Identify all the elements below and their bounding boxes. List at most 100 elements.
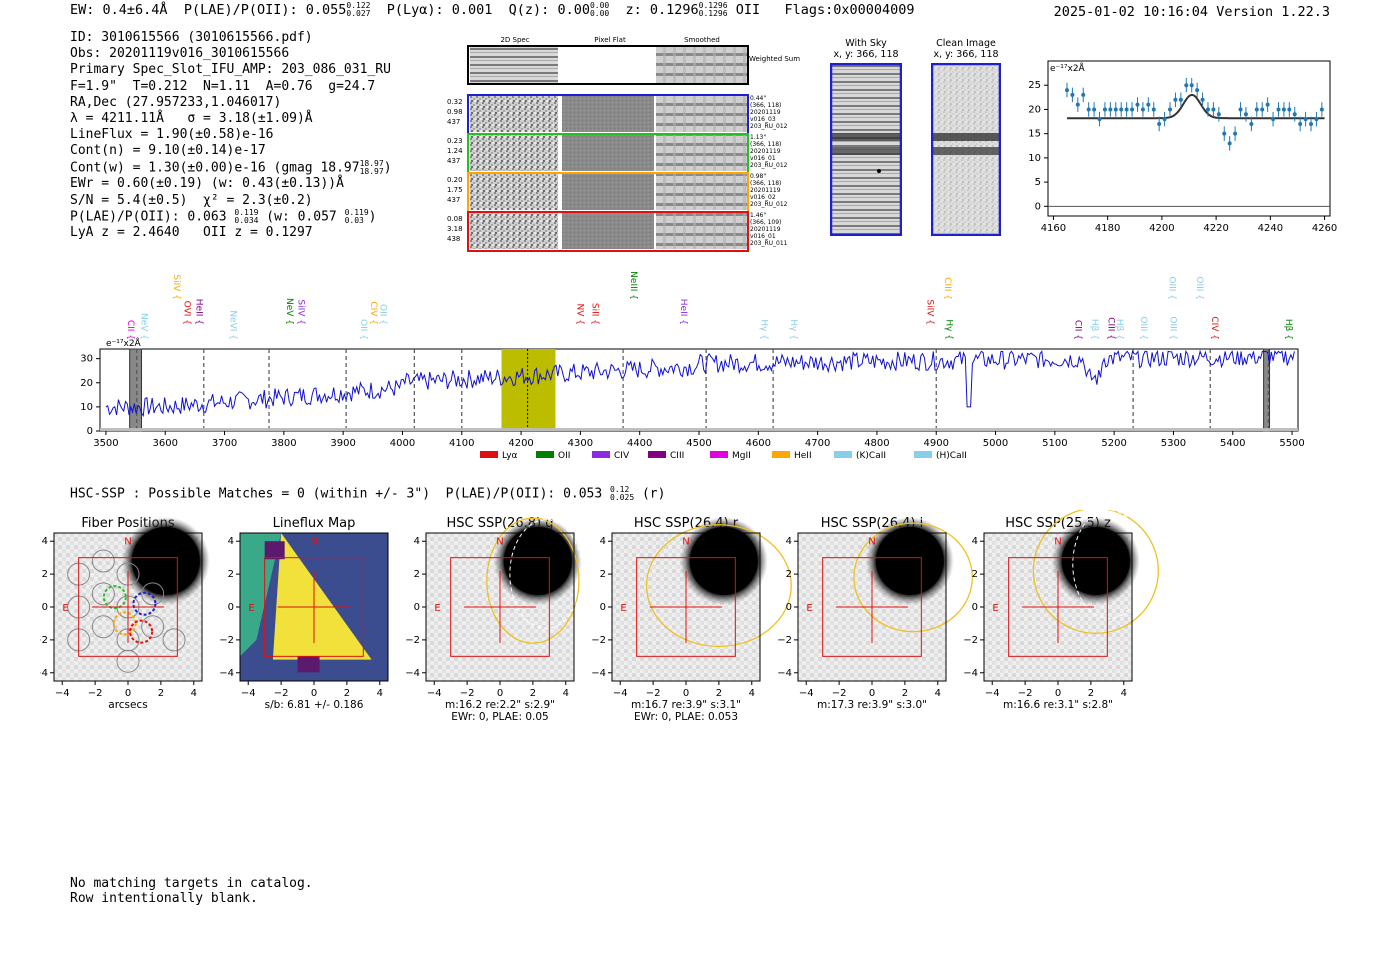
row-meta: 203_RU_011 <box>750 240 788 247</box>
spec-xtick-label: 4000 <box>390 438 415 449</box>
spec-line-label: CII { <box>125 320 135 340</box>
ssp-sub: 0.025 <box>610 493 635 502</box>
panel-ytick-label: 2 <box>972 569 978 580</box>
panel-xtick-label: −2 <box>274 688 289 699</box>
panel-ytick-label: −4 <box>963 668 978 679</box>
plae2-text: P(LAE)/P(OII): 0.063 <box>70 209 227 225</box>
z-sub: 0.1296 <box>698 9 728 18</box>
plae-sup: 0.122 <box>346 1 371 10</box>
spec-line-label: Hγ { <box>758 319 768 340</box>
footer-line1: No matching targets in catalog. <box>70 876 313 891</box>
row-meta: v016_03 <box>750 116 776 123</box>
zoom-ylabel: e⁻¹⁷x2Å <box>1050 62 1086 74</box>
row-meta: 0.98" <box>750 173 766 180</box>
panel-ytick-label: 4 <box>228 536 234 547</box>
zoom-point <box>1081 92 1086 97</box>
spec-line-label: NeV { <box>139 313 149 340</box>
panel-xtick-label: 2 <box>902 688 908 699</box>
info-primary: Primary Spec_Slot_IFU_AMP: 203_086_031_R… <box>70 62 391 78</box>
panel-xtick-label: −2 <box>832 688 847 699</box>
panel-ytick-label: 4 <box>972 536 978 547</box>
qz-text: Q(z): 0.00 <box>508 2 590 18</box>
weighted-2dspec <box>470 46 558 84</box>
spec-line-label: SiII { <box>589 303 599 325</box>
ssp-summary: HSC-SSP : Possible Matches = 0 (within +… <box>70 486 665 502</box>
zoom-point <box>1319 107 1324 112</box>
contw-sub: 18.97 <box>359 166 384 176</box>
fiber-circle <box>141 615 165 639</box>
spec-line-label: NeVI { <box>228 310 238 340</box>
panel-xtick-label: 2 <box>530 688 536 699</box>
zoom-point <box>1298 121 1303 126</box>
zoom-point <box>1281 107 1286 112</box>
zoom-point <box>1173 97 1178 102</box>
zoom-xtick-label: 4180 <box>1095 223 1120 234</box>
panel-xtick-label: 4 <box>563 688 569 699</box>
legend-label: (H)CaII <box>936 451 967 461</box>
compass-e: E <box>248 603 254 614</box>
ssp-text: HSC-SSP : Possible Matches = 0 (within +… <box>70 486 603 502</box>
row-stat: 437 <box>447 118 460 126</box>
fiber-highlight <box>112 611 137 636</box>
row-flat <box>562 174 654 210</box>
spec-line-label: Hγ { <box>943 319 953 340</box>
plae2-sup: 0.119 <box>234 207 259 217</box>
row-meta: 20201119 <box>750 109 781 116</box>
plae2-w-sup: 0.119 <box>344 207 369 217</box>
target-box <box>1008 557 1108 657</box>
panel-xlabel: m:17.3 re:3.9" s:3.0" <box>817 699 927 711</box>
spec-xtick-label: 4200 <box>508 438 533 449</box>
spec-ytick-label: 0 <box>87 426 93 437</box>
date-text: 2025-01-02 10:16:04 <box>1053 4 1209 20</box>
zoom-point <box>1292 112 1297 117</box>
spec-line-label: OIII { <box>1194 276 1204 300</box>
info-lineflux: LineFlux = 1.90(±0.58)e-16 <box>70 127 274 143</box>
panel-xtick-label: −2 <box>1018 688 1033 699</box>
row-stat: 437 <box>447 196 460 204</box>
z-sup: 0.1296 <box>698 1 728 10</box>
plya-text: P(Lyα): 0.001 <box>386 2 493 18</box>
spec-xtick-label: 4700 <box>805 438 830 449</box>
spec-highlight <box>501 349 556 431</box>
spec-ytick-label: 30 <box>80 354 93 365</box>
spec-line-label: SiIV { <box>171 274 181 300</box>
panel-xtick-label: −4 <box>985 688 1000 699</box>
fiber-circle <box>116 649 140 673</box>
zoom-xtick-label: 4260 <box>1312 223 1337 234</box>
legend-label: (K)CaII <box>856 451 886 461</box>
spec-xtick-label: 4400 <box>627 438 652 449</box>
spec-line-label: CIV { <box>1209 316 1219 340</box>
compass-e: E <box>62 603 68 614</box>
row-meta: 1.46" <box>750 212 766 219</box>
info-contn: Cont(n) = 9.10(±0.14)e-17 <box>70 143 266 159</box>
target-box <box>636 557 736 657</box>
spec-xtick-label: 3900 <box>330 438 355 449</box>
z-text: z: 0.1296 <box>625 2 699 18</box>
panel-ytick-label: −2 <box>591 635 606 646</box>
row-stat: 0.32 <box>447 98 463 106</box>
qz-sup: 0.00 <box>589 1 610 10</box>
fiber-circle <box>91 582 115 606</box>
lineflux-dark <box>297 656 320 673</box>
row-2dspec <box>470 96 558 132</box>
panel-xtick-label: 4 <box>749 688 755 699</box>
legend-label: OII <box>558 451 570 461</box>
panel-ytick-label: 4 <box>786 536 792 547</box>
clean-label: Clean Image <box>936 38 996 49</box>
plae2-sub: 0.034 <box>234 215 259 225</box>
legend-swatch <box>772 451 790 458</box>
panel-ytick-label: 2 <box>414 569 420 580</box>
panel-xtick-label: 4 <box>1121 688 1127 699</box>
spec-line-label: SiIV { <box>924 299 934 325</box>
panel-xtick-label: −2 <box>460 688 475 699</box>
zoom-ytick-label: 10 <box>1028 153 1041 164</box>
row-stat: 1.24 <box>447 147 463 155</box>
fit-ellipse <box>1032 510 1159 634</box>
spec-line-label: Hβ { <box>1114 319 1124 340</box>
zoom-point <box>1157 121 1162 126</box>
lineflux-dark <box>264 541 285 560</box>
fit-ellipse <box>853 522 973 633</box>
panel-sublabel: EWr: 0, PLAE: 0.053 <box>634 711 738 723</box>
zoom-point <box>1124 107 1129 112</box>
